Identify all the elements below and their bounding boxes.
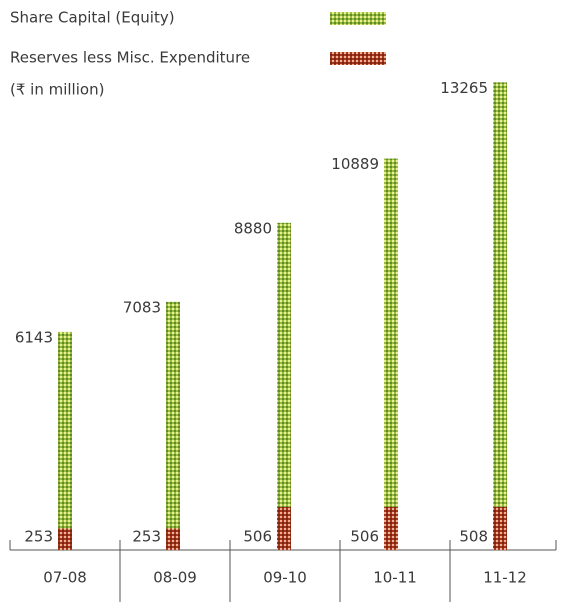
value-label: 6143: [15, 328, 53, 346]
bar-segment: [58, 331, 72, 529]
value-label: 506: [243, 528, 272, 546]
x-tick-label: 10-11: [373, 569, 417, 587]
bar-segment: [166, 301, 180, 529]
bar-segment: [166, 528, 180, 550]
value-label: 7083: [123, 298, 161, 316]
legend-label: Share Capital (Equity): [10, 9, 175, 27]
bar-segment: [493, 82, 507, 507]
value-label: 8880: [234, 219, 272, 237]
bar-segment: [384, 158, 398, 507]
value-label: 253: [24, 528, 53, 546]
x-tick-label: 08-09: [153, 569, 197, 587]
bar-segment: [277, 222, 291, 507]
bar-segment: [58, 528, 72, 550]
bar-segment: [277, 506, 291, 550]
bar-segment: [493, 506, 507, 550]
x-tick-label: 09-10: [263, 569, 307, 587]
value-label: 253: [132, 528, 161, 546]
value-label: 506: [350, 528, 379, 546]
value-label: 508: [459, 528, 488, 546]
legend-swatch: [330, 52, 386, 65]
x-tick-label: 07-08: [43, 569, 87, 587]
unit-label: (₹ in million): [10, 81, 104, 99]
legend-swatch: [330, 12, 386, 25]
x-tick-label: 11-12: [483, 569, 527, 587]
value-label: 10889: [331, 155, 379, 173]
legend-label: Reserves less Misc. Expenditure: [10, 49, 250, 67]
bar-segment: [384, 506, 398, 550]
value-label: 13265: [440, 79, 488, 97]
